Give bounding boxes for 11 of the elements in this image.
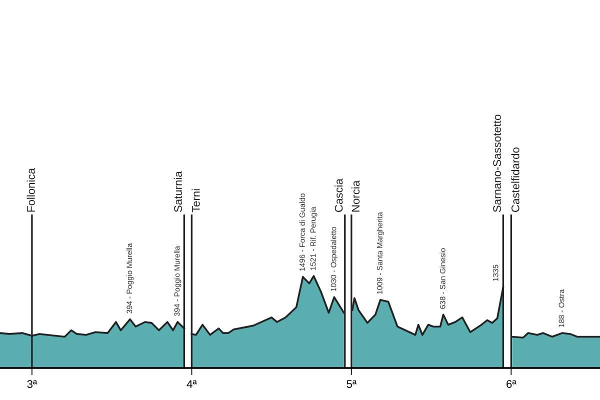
ref-line-label: Follonica xyxy=(26,168,35,212)
x-tick-label: 6ª xyxy=(506,380,516,388)
ref-line-label: Terni xyxy=(192,189,200,212)
ref-line-label: Castelfidardo xyxy=(511,148,520,212)
ref-line-label: Sarnano-Sassotetto xyxy=(493,114,501,212)
x-tick-label: 5ª xyxy=(346,380,357,388)
x-tick-label: 4ª xyxy=(186,380,197,388)
ref-line-label: Saturnia xyxy=(174,171,182,212)
ref-line-label: Cascia xyxy=(334,178,343,212)
ref-line-label: Norcia xyxy=(351,180,360,212)
x-tick-label: 3ª xyxy=(27,380,38,388)
